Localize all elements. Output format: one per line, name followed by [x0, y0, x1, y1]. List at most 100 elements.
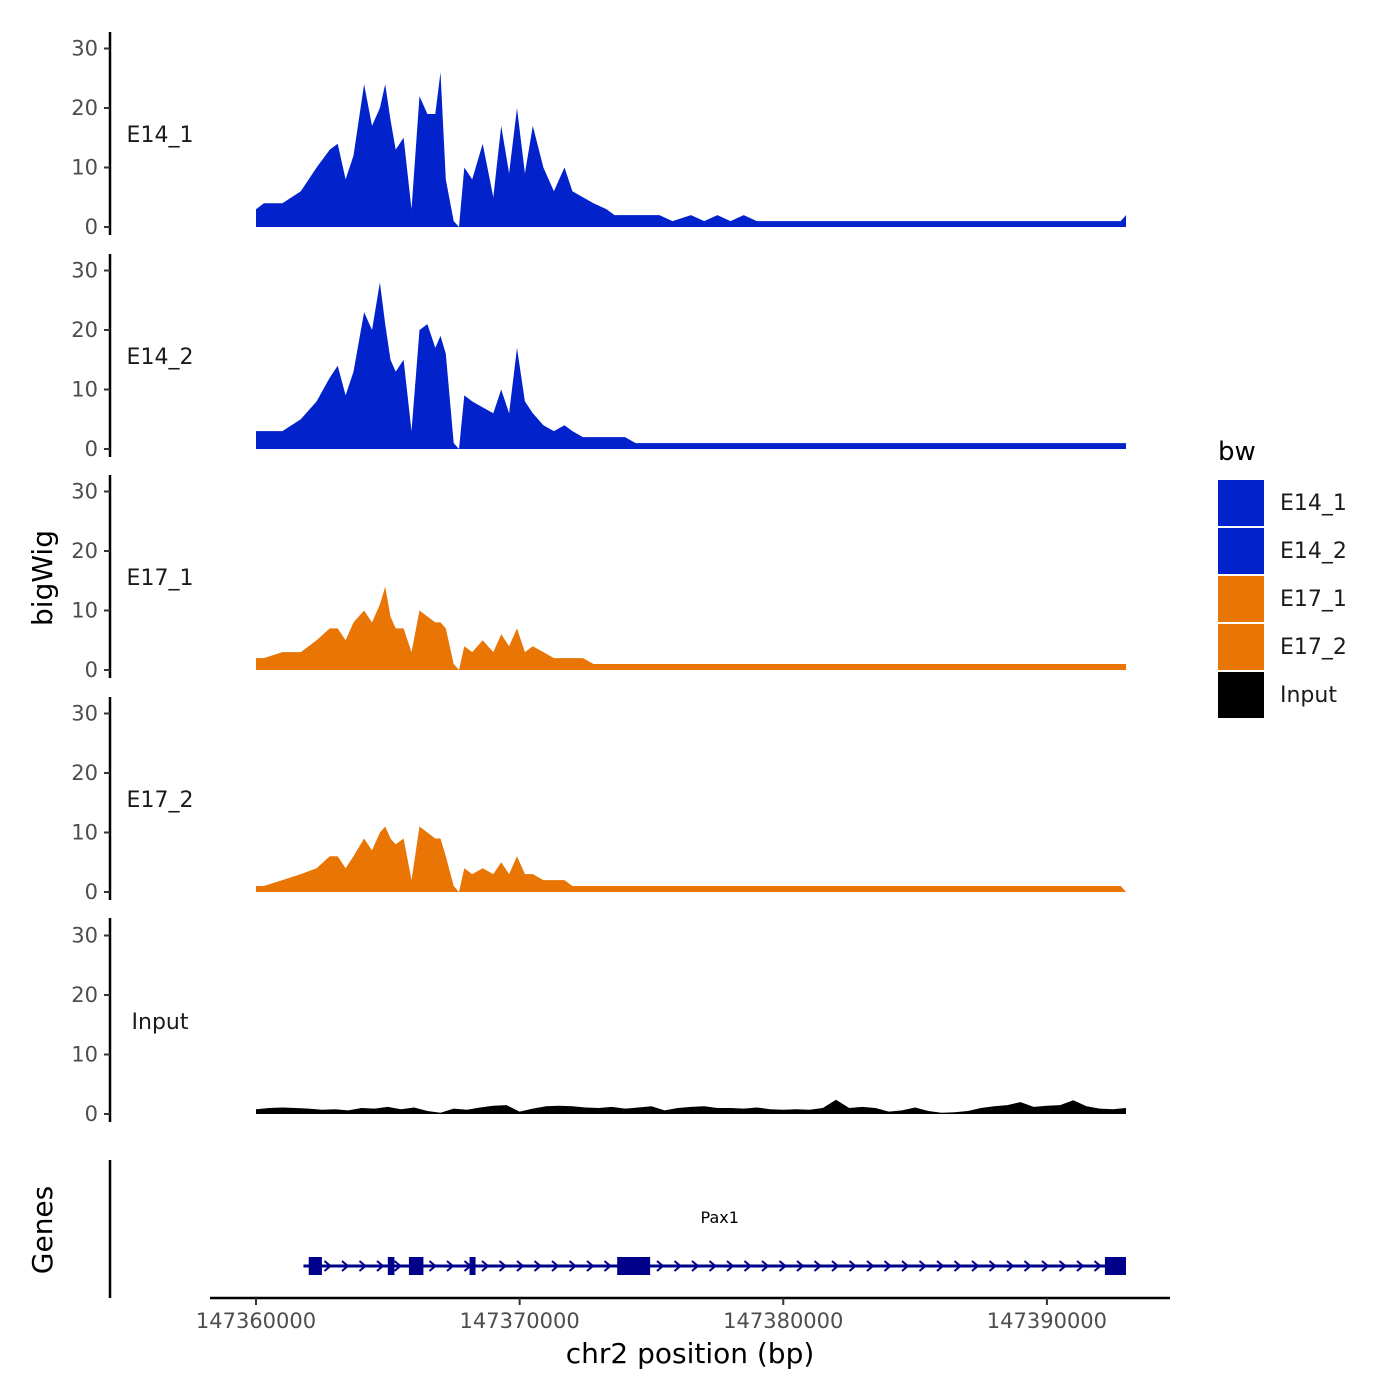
- y-tick-label: 0: [85, 1102, 98, 1126]
- track-label: E14_2: [127, 345, 194, 370]
- y-axis-title: bigWig: [26, 530, 59, 626]
- legend-label: E14_1: [1280, 491, 1347, 516]
- strand-arrow-icon: [656, 1260, 665, 1272]
- area-series-input: [256, 1099, 1126, 1114]
- y-tick-label: 30: [71, 259, 98, 283]
- genes-axis-title: Genes: [26, 1186, 59, 1274]
- strand-arrow-icon: [901, 1260, 910, 1272]
- strand-arrow-icon: [726, 1260, 735, 1272]
- strand-arrow-icon: [848, 1260, 858, 1272]
- gene-exon: [308, 1257, 322, 1275]
- legend-swatch: [1218, 672, 1264, 718]
- y-tick-label: 20: [71, 318, 98, 342]
- strand-arrow-icon: [796, 1260, 805, 1272]
- legend-label: E17_2: [1280, 635, 1347, 660]
- strand-arrow-icon: [603, 1260, 613, 1272]
- strand-arrow-icon: [883, 1260, 893, 1272]
- strand-arrow-icon: [831, 1260, 840, 1272]
- y-tick-label: 10: [71, 599, 98, 623]
- strand-arrow-icon: [533, 1260, 543, 1272]
- track-panel-e14-2: 0 10 20 30 E14_2: [71, 254, 1126, 461]
- gene-exon: [1104, 1257, 1126, 1275]
- strand-arrow-icon: [708, 1260, 718, 1272]
- y-tick-label: 30: [71, 702, 98, 726]
- y-tick-label: 10: [71, 378, 98, 402]
- y-tick-label: 0: [85, 215, 98, 239]
- track-label: Input: [132, 1010, 189, 1035]
- area-series-e14-1: [256, 72, 1126, 227]
- track-panel-e14-1: 0 10 20 30 E14_1: [71, 32, 1126, 239]
- y-tick-label: 20: [71, 539, 98, 563]
- x-tick-label: 147390000: [987, 1309, 1107, 1333]
- gene-pax1: Pax1: [303, 1208, 1126, 1275]
- strand-arrow-icon: [446, 1260, 455, 1272]
- gene-name-label: Pax1: [701, 1208, 739, 1227]
- y-tick-label: 20: [71, 983, 98, 1007]
- x-tick-label: 147360000: [196, 1309, 316, 1333]
- strand-arrow-icon: [918, 1260, 928, 1272]
- y-tick-label: 10: [71, 821, 98, 845]
- y-tick-label: 0: [85, 437, 98, 461]
- strand-arrow-icon: [551, 1260, 560, 1272]
- legend-title: bw: [1218, 437, 1256, 467]
- strand-arrow-icon: [358, 1260, 368, 1272]
- x-tick-label: 147370000: [460, 1309, 580, 1333]
- track-panel-input: 0 10 20 30 Input: [71, 918, 1126, 1126]
- track-label: E17_2: [127, 788, 194, 813]
- strand-arrow-icon: [516, 1260, 525, 1272]
- strand-arrow-icon: [778, 1260, 788, 1272]
- track-panel-e17-2: 0 10 20 30 E17_2: [71, 697, 1126, 904]
- strand-arrow-icon: [971, 1260, 980, 1272]
- y-tick-label: 0: [85, 658, 98, 682]
- strand-arrow-icon: [498, 1260, 508, 1272]
- strand-arrow-icon: [988, 1260, 998, 1272]
- gene-exon: [617, 1257, 651, 1275]
- y-tick-label: 30: [71, 480, 98, 504]
- x-tick-label: 147380000: [723, 1309, 843, 1333]
- x-axis-title: chr2 position (bp): [566, 1337, 815, 1370]
- strand-arrow-icon: [761, 1260, 770, 1272]
- strand-arrow-icon: [1076, 1260, 1085, 1272]
- strand-arrow-icon: [481, 1260, 490, 1272]
- track-panels: 0 10 20 30 E14_1 0 10 20 30 E14_2 0 10 20 30 E17_1 0 10 2…: [71, 32, 1126, 1126]
- legend-swatch: [1218, 528, 1264, 574]
- strand-arrow-icon: [323, 1260, 333, 1272]
- y-tick-label: 20: [71, 96, 98, 120]
- y-tick-label: 30: [71, 37, 98, 61]
- strand-arrow-icon: [1093, 1260, 1103, 1272]
- legend-label: E17_1: [1280, 587, 1347, 612]
- gene-exon: [408, 1257, 424, 1275]
- strand-arrow-icon: [376, 1260, 385, 1272]
- strand-arrow-icon: [673, 1260, 683, 1272]
- area-series-e17-1: [256, 586, 1126, 670]
- track-label: E17_1: [127, 566, 194, 591]
- area-series-e17-2: [256, 826, 1126, 892]
- legend-label: Input: [1280, 683, 1337, 708]
- strand-arrow-icon: [1023, 1260, 1033, 1272]
- strand-arrow-icon: [1006, 1260, 1015, 1272]
- track-label: E14_1: [127, 123, 194, 148]
- strand-arrow-icon: [953, 1260, 963, 1272]
- strand-arrow-icon: [341, 1260, 350, 1272]
- legend: bw E14_1 E14_2 E17_1 E17_2 Input: [1218, 437, 1347, 718]
- strand-arrow-icon: [936, 1260, 945, 1272]
- legend-label: E14_2: [1280, 539, 1347, 564]
- strand-arrow-icon: [586, 1260, 595, 1272]
- y-tick-label: 10: [71, 1043, 98, 1067]
- strand-arrow-icon: [1041, 1260, 1050, 1272]
- gene-exon: [387, 1257, 395, 1275]
- strand-arrow-icon: [866, 1260, 875, 1272]
- track-panel-e17-1: 0 10 20 30 E17_1: [71, 475, 1126, 682]
- legend-swatch: [1218, 624, 1264, 670]
- strand-arrow-icon: [813, 1260, 823, 1272]
- y-tick-label: 0: [85, 880, 98, 904]
- legend-swatch: [1218, 480, 1264, 526]
- x-axis: 147360000 147370000 147380000 147390000: [196, 1296, 1170, 1333]
- area-series-e14-2: [256, 282, 1126, 449]
- y-tick-label: 30: [71, 924, 98, 948]
- strand-arrow-icon: [568, 1260, 578, 1272]
- legend-swatch: [1218, 576, 1264, 622]
- y-tick-label: 10: [71, 156, 98, 180]
- y-tick-label: 20: [71, 761, 98, 785]
